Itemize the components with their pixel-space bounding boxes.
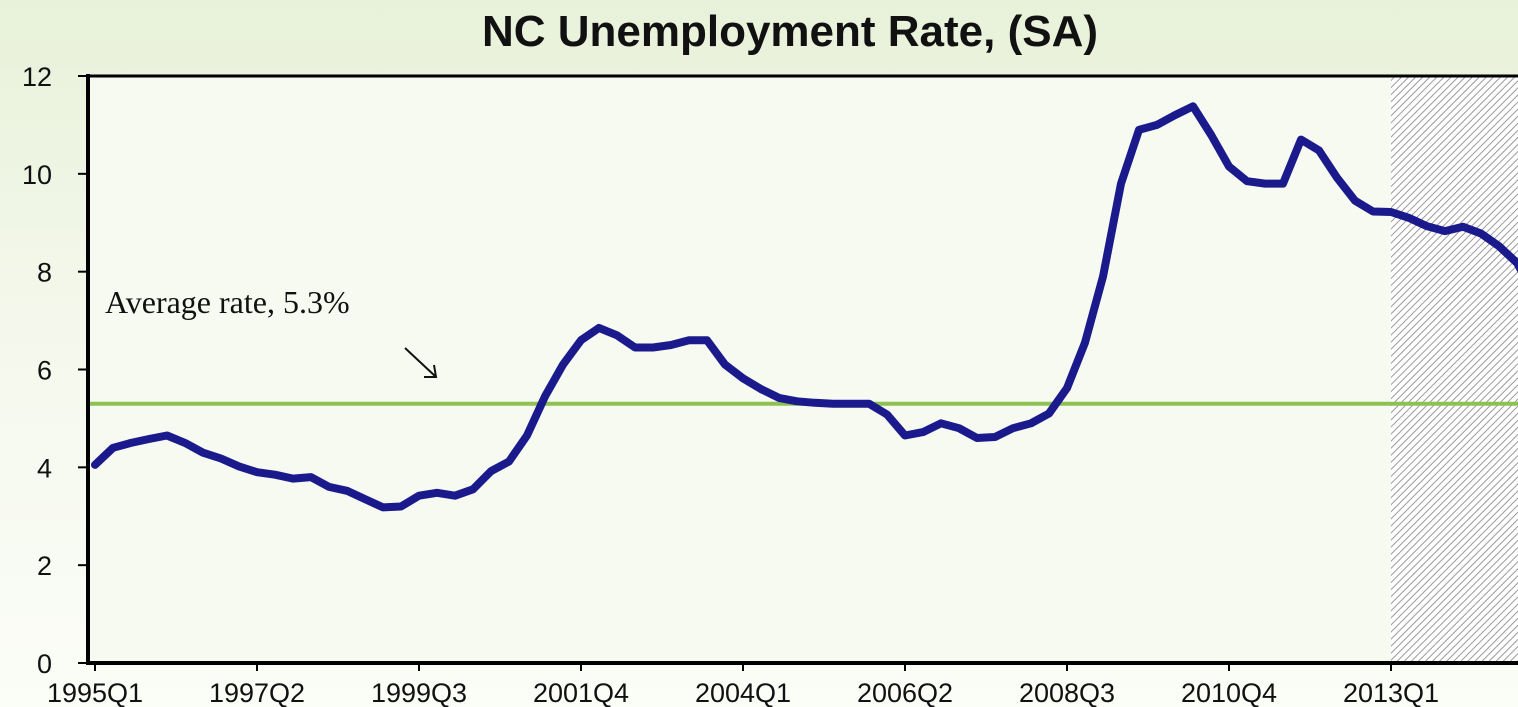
x-tick-group: 1995Q1 1997Q2 1999Q3 2001Q4 2004Q1 2006Q2 2008… [47, 663, 1439, 707]
y-tick-label: 10 [22, 160, 52, 190]
y-tick-label: 8 [37, 258, 52, 288]
forecast-shaded-region [1391, 76, 1518, 663]
series-group [91, 102, 1518, 512]
unemployment-rate-line [91, 102, 1518, 512]
x-tick-label: 2001Q4 [533, 678, 629, 707]
x-tick-label: 1999Q3 [371, 678, 467, 707]
x-tick-label: 2006Q2 [857, 678, 953, 707]
plot-area [88, 76, 1518, 663]
x-tick-label: 2013Q1 [1343, 678, 1439, 707]
x-tick-label: 2010Q4 [1181, 678, 1277, 707]
y-tick-label: 2 [37, 551, 52, 581]
y-tick-label: 6 [37, 356, 52, 386]
y-tick-group: 0 2 4 6 8 10 12 [22, 62, 88, 679]
y-tick-label: 12 [22, 62, 52, 92]
x-tick-label: 1997Q2 [209, 678, 305, 707]
y-tick-label: 4 [37, 453, 52, 483]
x-tick-label: 2004Q1 [695, 678, 791, 707]
annotation-arrow-icon [404, 347, 438, 378]
chart-title: NC Unemployment Rate, (SA) [482, 7, 1098, 56]
y-tick-label: 0 [37, 649, 52, 679]
x-tick-label: 2008Q3 [1019, 678, 1115, 707]
x-tick-label: 1995Q1 [47, 678, 143, 707]
average-rate-annotation: Average rate, 5.3% [105, 284, 350, 320]
